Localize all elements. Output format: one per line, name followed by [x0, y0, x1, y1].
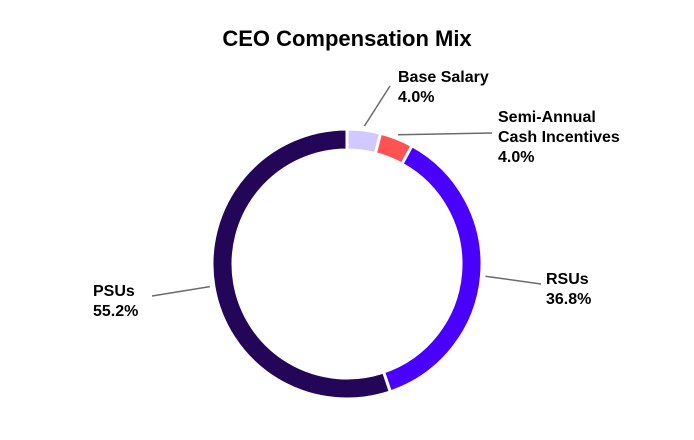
value-label: 55.2% — [93, 303, 139, 320]
slice-rsus — [381, 143, 484, 394]
slice-label-semi-annual-cash-incentives: Semi-Annual Cash Incentives 4.0% — [498, 108, 620, 168]
value-label: 36.8% — [546, 291, 592, 308]
leader-lines — [151, 85, 542, 297]
slice-label-psus: PSUs 55.2% — [93, 282, 138, 322]
leader-line-rsus — [485, 275, 542, 285]
leader-line-semi-annual-cash-incentives — [398, 132, 493, 136]
category-label: PSUs — [93, 283, 135, 300]
value-label: 4.0% — [398, 89, 435, 106]
slice-label-rsus: RSUs 36.8% — [546, 270, 591, 310]
category-label-line-1: Semi-Annual — [498, 109, 596, 126]
chart-title: CEO Compensation Mix — [222, 26, 472, 51]
category-label: Base Salary — [398, 69, 489, 86]
value-label: 4.0% — [498, 149, 535, 166]
slice-psus — [210, 127, 393, 401]
category-label: RSUs — [546, 271, 589, 288]
category-label-line-2: Cash Incentives — [498, 129, 620, 146]
leader-line-base-salary — [363, 85, 391, 127]
slice-label-base-salary: Base Salary 4.0% — [398, 68, 489, 108]
donut-slices — [210, 127, 484, 401]
leader-line-psus — [151, 285, 210, 297]
